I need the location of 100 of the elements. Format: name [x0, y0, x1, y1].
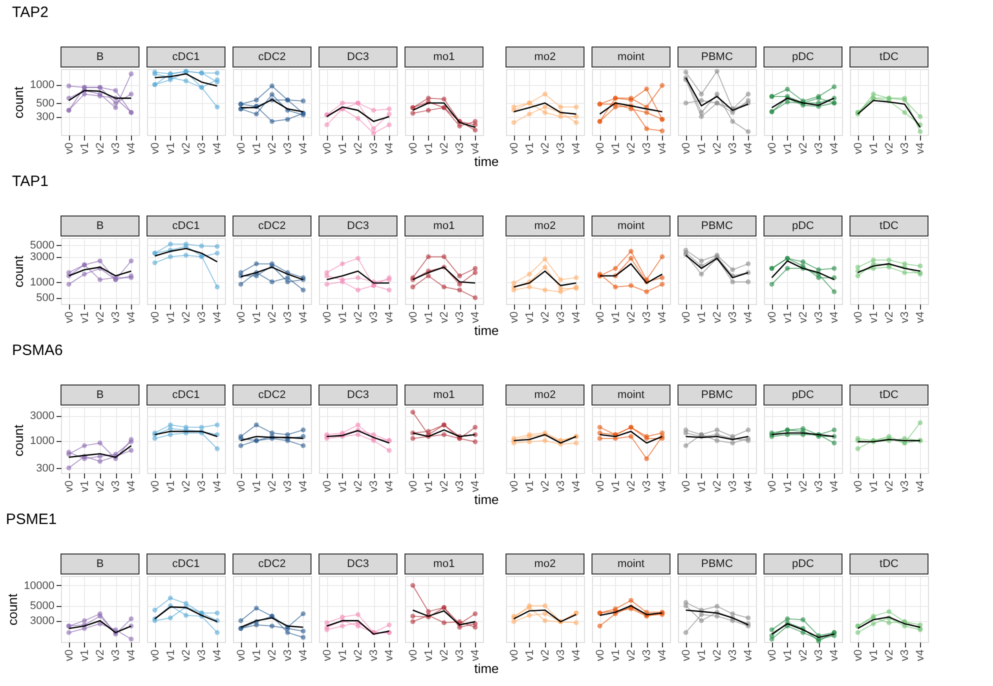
chart-title: mo2: [534, 389, 556, 401]
x-tick-label: v2: [798, 312, 810, 324]
x-tick-label: v0: [766, 480, 778, 492]
x-tick-label: v2: [438, 650, 450, 662]
x-tick-label: v0: [321, 312, 334, 324]
x-tick-label: v2: [884, 312, 896, 324]
chart-title: moint: [618, 220, 644, 232]
x-tick-label: v2: [352, 312, 364, 324]
x-tick-label: v2: [180, 312, 192, 324]
chart-title: cDC2: [258, 220, 286, 232]
x-tick-label: v4: [914, 480, 927, 492]
x-tick-label: v2: [798, 480, 810, 492]
x-tick-label: v4: [656, 650, 669, 662]
x-tick-label: v3: [282, 480, 294, 492]
x-tick-label: v4: [384, 650, 396, 662]
x-tick-label: v1: [524, 142, 536, 154]
chart-title: mo2: [534, 558, 556, 570]
x-tick-label: v1: [868, 650, 880, 662]
x-tick-label: v3: [641, 480, 654, 492]
x-tick-label: v4: [298, 142, 310, 154]
chart-title: pDC: [792, 558, 814, 570]
x-tick-label: v3: [282, 650, 294, 662]
chart-title: cDC2: [258, 558, 286, 570]
x-tick-label: v3: [368, 650, 380, 662]
x-tick-label: v4: [570, 650, 583, 662]
x-tick-label: v0: [407, 650, 420, 662]
x-tick-label: v2: [438, 480, 450, 492]
x-tick-label: v1: [422, 142, 435, 154]
x-tick-label: v4: [914, 650, 927, 662]
x-tick-label: v0: [852, 650, 864, 662]
x-tick-label: v3: [555, 312, 568, 324]
chart-title: tDC: [880, 220, 899, 232]
x-tick-label: v2: [540, 650, 552, 662]
x-tick-label: v2: [352, 142, 364, 154]
x-tick-label: v4: [656, 142, 669, 154]
chart-title: pDC: [792, 220, 814, 232]
chart-title: mo1: [433, 558, 455, 570]
x-tick-label: v4: [656, 312, 669, 324]
x-tick-label: v3: [899, 650, 912, 662]
x-tick-label: v0: [63, 142, 76, 154]
x-tick-label: v1: [78, 480, 91, 492]
y-axis-title: count: [11, 255, 26, 288]
x-tick-label: v1: [696, 650, 708, 662]
y-tick-label: 3000: [30, 410, 54, 422]
chart-title: mo1: [433, 51, 455, 63]
x-tick-label: v2: [712, 650, 724, 662]
x-tick-label: v3: [110, 480, 122, 492]
x-tick-label: v3: [727, 480, 740, 492]
x-tick-label: v4: [212, 142, 224, 154]
x-tick-label: v0: [766, 312, 778, 324]
x-tick-label: v4: [470, 650, 482, 662]
chart-title: B: [96, 51, 104, 63]
x-tick-label: v3: [196, 142, 208, 154]
x-tick-label: v3: [899, 480, 912, 492]
x-tick-label: v1: [336, 650, 349, 662]
x-tick-label: v0: [149, 480, 162, 492]
x-tick-label: v3: [454, 312, 466, 324]
y-tick-label: 1000: [30, 276, 54, 288]
x-tick-label: v4: [298, 480, 310, 492]
x-tick-label: v3: [727, 312, 740, 324]
x-tick-label: v1: [78, 650, 91, 662]
y-tick-label: 1000: [30, 79, 54, 92]
chart-title: cDC1: [172, 51, 200, 63]
x-tick-label: v4: [828, 650, 841, 662]
x-tick-label: v3: [555, 650, 568, 662]
y-axis-title: count: [11, 86, 26, 118]
x-tick-label: v2: [94, 650, 106, 662]
y-tick-label: 5000: [30, 600, 54, 612]
x-tick-label: v1: [422, 650, 435, 662]
x-tick-label: v4: [914, 312, 927, 324]
x-tick-label: v0: [407, 142, 420, 154]
x-tick-label: v2: [798, 650, 810, 662]
x-axis-title: time: [474, 154, 499, 170]
x-tick-label: v4: [742, 142, 755, 154]
x-tick-label: v2: [884, 480, 896, 492]
x-tick-label: v4: [570, 480, 583, 492]
x-tick-label: v1: [868, 312, 880, 324]
x-tick-label: v2: [540, 312, 552, 324]
chart-title: DC3: [346, 389, 370, 401]
x-tick-label: v1: [524, 312, 536, 324]
x-tick-label: v3: [368, 312, 380, 324]
x-tick-label: v0: [508, 312, 520, 324]
chart-title: PBMC: [701, 51, 733, 63]
x-tick-label: v1: [696, 480, 708, 492]
chart-title: cDC2: [258, 389, 286, 401]
x-tick-label: v0: [766, 142, 778, 154]
x-tick-label: v1: [524, 480, 536, 492]
x-tick-label: v2: [180, 480, 192, 492]
x-tick-label: v0: [407, 480, 420, 492]
x-tick-label: v0: [594, 650, 606, 662]
x-tick-label: v4: [384, 312, 396, 324]
x-tick-label: v4: [570, 312, 583, 324]
y-tick-label: 1000: [30, 435, 54, 448]
x-tick-label: v0: [149, 312, 162, 324]
x-tick-label: v4: [470, 480, 482, 492]
x-tick-label: v4: [126, 312, 138, 324]
chart-title: pDC: [792, 389, 814, 401]
x-tick-label: v1: [336, 480, 349, 492]
x-tick-label: v1: [868, 480, 880, 492]
x-tick-label: v3: [110, 312, 122, 324]
